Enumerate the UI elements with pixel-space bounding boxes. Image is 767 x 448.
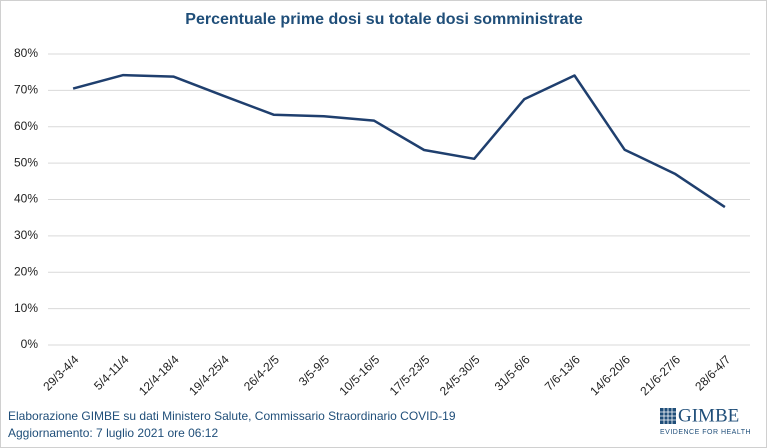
update-note: Aggiornamento: 7 luglio 2021 ore 06:12 [8,426,218,440]
y-tick-label: 50% [14,155,38,169]
y-tick-label: 40% [14,192,38,206]
y-tick-label: 20% [14,264,38,278]
chart-title: Percentuale prime dosi su totale dosi so… [185,11,583,28]
source-note: Elaborazione GIMBE su dati Ministero Sal… [8,409,456,423]
y-tick-label: 70% [14,83,38,97]
y-tick-label: 10% [14,301,38,315]
y-tick-label: 30% [14,228,38,242]
logo-icon [660,408,676,424]
logo-text: GIMBE [678,405,739,426]
y-tick-label: 0% [21,337,39,351]
data-line [72,73,726,209]
y-tick-label: 60% [14,119,38,133]
y-tick-label: 80% [14,46,38,60]
logo-tagline: EVIDENCE FOR HEALTH [660,429,751,436]
